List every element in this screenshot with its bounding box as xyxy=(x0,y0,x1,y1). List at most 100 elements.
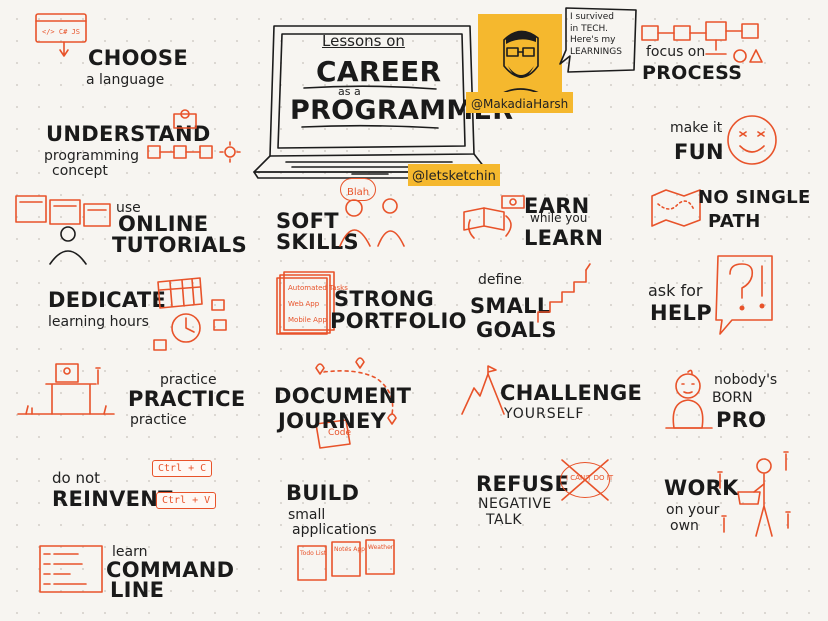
command-title-2: LINE xyxy=(110,578,165,602)
two-people-icon xyxy=(339,198,405,247)
earn-small: while you xyxy=(530,211,588,225)
portfolio-item-1: Automated Tasks xyxy=(288,284,348,292)
fun-title: FUN xyxy=(674,140,724,164)
process-title: PROCESS xyxy=(642,62,743,84)
speech-line-2: in TECH. xyxy=(570,23,609,34)
command-title-1: COMMAND xyxy=(106,558,235,582)
challenge-title: CHALLENGE xyxy=(500,381,643,405)
choose-subtitle: a language xyxy=(86,72,165,88)
build-title: BUILD xyxy=(286,481,360,505)
question-bubble-icon xyxy=(715,255,773,335)
speech-line-3: Here's my xyxy=(570,35,616,46)
portfolio-stack-icon xyxy=(276,271,335,335)
book-cash-icon xyxy=(463,195,525,239)
letsketchin-text: @letsketchin xyxy=(412,169,496,184)
letsketchin-tag: @letsketchin xyxy=(408,164,500,186)
desk-icon xyxy=(17,363,115,415)
build-small-1: small xyxy=(288,507,326,523)
speech-text: I survived in TECH. Here's my LEARNINGS xyxy=(570,12,622,59)
practice-small-2: practice xyxy=(130,412,187,428)
soft-title-1: SOFT xyxy=(276,209,339,233)
app-cards-icon xyxy=(297,539,395,581)
svg-text:</> C# JS: </> C# JS xyxy=(42,28,80,36)
help-title: HELP xyxy=(650,301,712,325)
refuse-small-1: NEGATIVE xyxy=(478,496,552,512)
code-window-icon: </> C# JS xyxy=(35,13,87,57)
as-a-label: as a xyxy=(338,85,361,98)
career-title: CAREER xyxy=(316,55,442,88)
understand-subtitle-1: programming xyxy=(44,148,140,164)
challenge-small: YOURSELF xyxy=(504,406,585,422)
work-small-2: own xyxy=(670,518,699,534)
goals-title-1: SMALL xyxy=(470,294,551,318)
person-laptop-icon xyxy=(717,451,791,537)
online-title-1: ONLINE xyxy=(118,212,209,236)
author-handle-tag: @MakadiaHarsh xyxy=(466,92,574,113)
author-portrait xyxy=(478,14,562,98)
born-small-2: BORN xyxy=(712,390,753,406)
speech-bubble-icon xyxy=(559,7,637,73)
mountain-icon xyxy=(461,365,505,415)
flow-icon xyxy=(147,109,241,163)
calendar-clock-icon xyxy=(153,277,227,351)
dedicate-subtitle: learning hours xyxy=(48,314,149,330)
screens-person-icon xyxy=(15,195,111,265)
online-title-2: TUTORIALS xyxy=(112,233,247,257)
goals-small: define xyxy=(478,272,522,288)
author-face-icon xyxy=(493,30,549,99)
single-title-1: NO SINGLE xyxy=(698,187,811,208)
document-title-2: JOURNEY xyxy=(278,409,387,433)
born-small-1: nobody's xyxy=(714,372,778,388)
lessons-on-label: Lessons on xyxy=(322,32,405,50)
dedicate-title: DEDICATE xyxy=(48,288,167,312)
portfolio-item-2: Web App xyxy=(288,300,320,308)
build-card-2: Notes App xyxy=(334,546,365,553)
online-pre: use xyxy=(116,200,141,216)
fun-small: make it xyxy=(670,120,723,136)
goals-title-2: GOALS xyxy=(476,318,557,342)
build-card-3: Weather xyxy=(368,544,394,551)
speech-line-4: LEARNINGS xyxy=(570,47,622,58)
soft-title-2: SKILLS xyxy=(276,230,359,254)
portfolio-title-2: PORTFOLIO xyxy=(330,309,467,333)
refuse-small-2: TALK xyxy=(486,512,523,528)
build-small-2: applications xyxy=(292,522,377,538)
reinvent-small: do not xyxy=(52,469,101,487)
terminal-icon xyxy=(39,545,103,593)
earn-title-2: LEARN xyxy=(524,226,604,250)
smiley-icon xyxy=(727,115,777,165)
understand-subtitle-2: concept xyxy=(52,163,108,179)
flowchart-icon xyxy=(641,21,763,63)
practice-title: PRACTICE xyxy=(128,387,246,411)
work-small-1: on your xyxy=(666,502,720,518)
portfolio-item-3: Mobile App xyxy=(288,316,327,324)
help-small: ask for xyxy=(648,281,703,300)
practice-small-1: practice xyxy=(160,372,217,388)
refuse-title: REFUSE xyxy=(476,472,570,496)
author-handle-text: @MakadiaHarsh xyxy=(471,97,569,111)
single-title-2: PATH xyxy=(708,211,761,232)
underline-icon xyxy=(301,85,439,129)
document-title-1: DOCUMENT xyxy=(274,384,412,408)
blah-text: Blah xyxy=(347,187,370,198)
ctrl-c-key: Ctrl + C xyxy=(152,460,213,477)
choose-title: CHOOSE xyxy=(88,46,188,70)
ctrl-v-key: Ctrl + V xyxy=(156,492,217,509)
map-pin-icon xyxy=(315,357,397,449)
crossed-text: I CAN'T DO IT xyxy=(566,474,614,482)
speech-line-1: I survived xyxy=(570,12,615,22)
portfolio-title-1: STRONG xyxy=(334,287,435,311)
build-card-1: Todo List xyxy=(300,550,327,557)
document-note: Code xyxy=(328,428,352,438)
born-title: PRO xyxy=(716,408,767,432)
earn-title-1: EARN xyxy=(524,194,590,218)
map-icon xyxy=(651,189,701,227)
stairs-icon xyxy=(537,263,591,323)
reinvent-title: REINVENT xyxy=(52,487,173,511)
baby-icon xyxy=(665,369,713,429)
command-small: learn xyxy=(112,544,148,560)
cross-icon xyxy=(561,459,609,501)
process-small: focus on xyxy=(646,44,706,60)
crossed-bubble xyxy=(560,462,610,498)
understand-title: UNDERSTAND xyxy=(46,122,211,146)
